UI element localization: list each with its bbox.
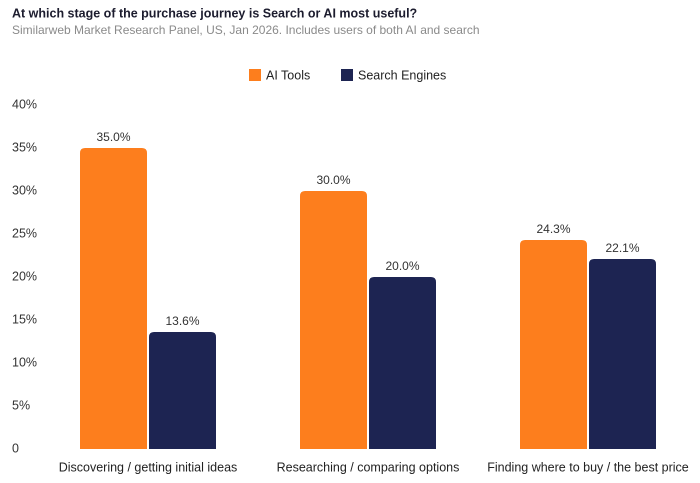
y-tick-label: 25% [12, 226, 37, 240]
chart-title: At which stage of the purchase journey i… [12, 6, 417, 20]
value-label: 24.3% [536, 222, 570, 236]
legend-label: AI Tools [266, 68, 310, 82]
bar [80, 148, 147, 449]
y-tick-label: 30% [12, 183, 37, 197]
bar [589, 258, 656, 449]
bar [149, 332, 216, 449]
bar [520, 240, 587, 449]
value-label: 35.0% [96, 130, 130, 144]
y-tick-label: 20% [12, 269, 37, 283]
x-tick-label: Finding where to buy / the best price [487, 460, 689, 474]
y-tick-label: 15% [12, 312, 37, 326]
x-tick-label: Researching / comparing options [277, 460, 460, 474]
y-tick-label: 35% [12, 140, 37, 154]
legend-label: Search Engines [358, 68, 446, 82]
legend-swatch [249, 69, 261, 81]
value-label: 22.1% [605, 241, 639, 255]
value-label: 20.0% [385, 259, 419, 273]
y-tick-label: 40% [12, 97, 37, 111]
value-label: 30.0% [316, 173, 350, 187]
x-tick-label: Discovering / getting initial ideas [59, 460, 238, 474]
legend-swatch [341, 69, 353, 81]
y-tick-label: 5% [12, 398, 30, 412]
chart-subtitle: Similarweb Market Research Panel, US, Ja… [12, 23, 480, 37]
y-tick-label: 10% [12, 355, 37, 369]
bar [369, 277, 436, 449]
bar [300, 191, 367, 449]
value-label: 13.6% [165, 314, 199, 328]
y-tick-label: 0 [12, 441, 19, 455]
